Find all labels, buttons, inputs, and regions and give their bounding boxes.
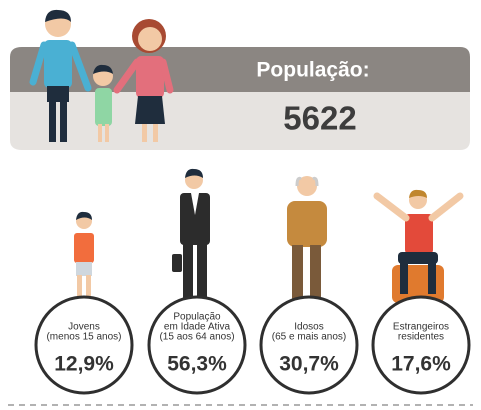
group-value: 30,7% [279, 353, 339, 376]
population-total: 5622 [283, 100, 356, 137]
group-label: em Idade Ativa [164, 322, 231, 333]
banner-bottom [10, 92, 470, 150]
adult-figure [172, 168, 210, 302]
group-label: (15 aos 64 anos) [159, 332, 234, 343]
group-circle [34, 295, 134, 395]
foreigner-figure [373, 189, 464, 303]
elderly-figure [287, 176, 327, 300]
group-label: População [173, 312, 221, 323]
group-circle [371, 295, 471, 395]
group-circle [147, 295, 247, 395]
group-value: 12,9% [54, 353, 114, 376]
group-label: residentes [398, 332, 444, 343]
youth-figure [74, 211, 94, 299]
family-illustration [29, 9, 174, 142]
group-circle [259, 295, 359, 395]
group-value: 56,3% [167, 353, 227, 376]
group-value: 17,6% [391, 353, 451, 376]
group-label: Jovens [68, 322, 100, 333]
group-label: Idosos [294, 322, 323, 333]
banner-title: População: [256, 59, 369, 82]
group-label: (65 e mais anos) [272, 332, 346, 343]
group-label: (menos 15 anos) [46, 332, 121, 343]
group-label: Estrangeiros [393, 322, 449, 333]
